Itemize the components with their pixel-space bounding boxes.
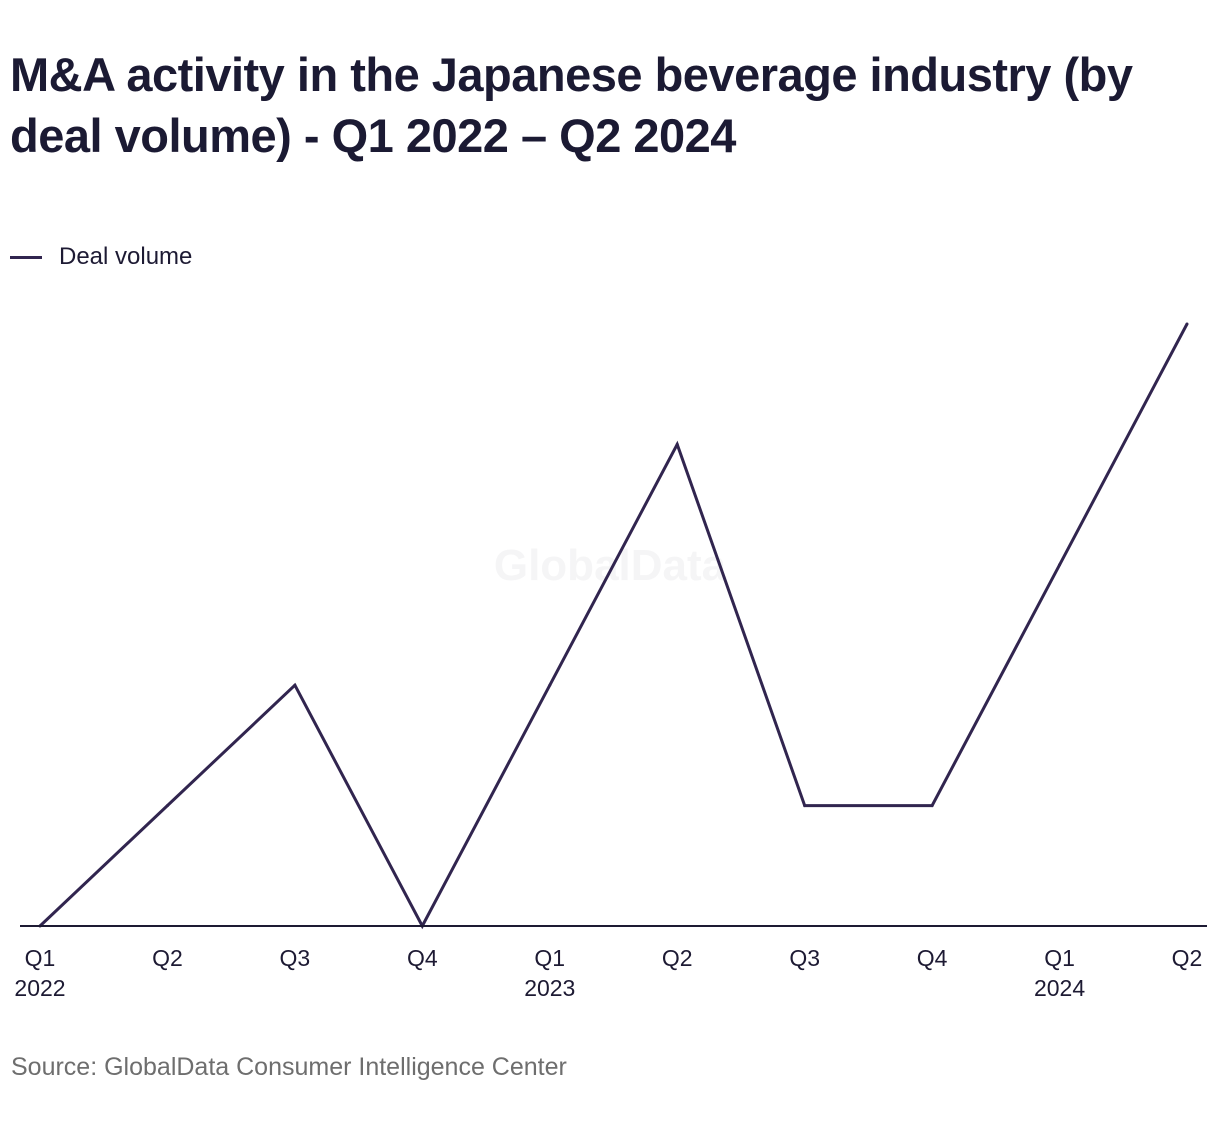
data-point [548,683,552,687]
source-note: Source: GlobalData Consumer Intelligence… [11,1053,567,1081]
chart-title: M&A activity in the Japanese beverage in… [10,48,1133,162]
series-line-0 [38,323,1189,930]
x-tick-year-label: 2022 [14,975,65,1001]
series-layer [38,322,1189,930]
x-tick-label: Q4 [407,945,438,971]
data-point [675,442,679,446]
data-point [1185,322,1189,326]
x-tick-label: Q3 [280,945,311,971]
x-tick-label: Q2 [1172,945,1203,971]
x-tick-label: Q2 [152,945,183,971]
line-chart: GlobalData Q1 2022 Q2 Q3 Q4 Q1 2023 Q2 Q3 Q4 Q1 202… [14,322,1207,1001]
x-tick-label: Q1 [25,945,56,971]
x-tick-label: Q3 [789,945,820,971]
x-tick-label: Q2 [662,945,693,971]
data-point [803,804,807,808]
x-tick-label: Q1 [534,945,565,971]
x-tick-label: Q1 [1044,945,1075,971]
x-tick-year-label: 2023 [524,975,575,1001]
legend-label: Deal volume [59,243,193,270]
data-point [1058,563,1062,567]
x-tick-label: Q4 [917,945,948,971]
x-tick-year-label: 2024 [1034,975,1085,1001]
x-axis-ticks: Q1 2022 Q2 Q3 Q4 Q1 2023 Q2 Q3 Q4 Q1 2024 Q2 [14,945,1202,1001]
legend: Deal volume [10,242,192,272]
watermark: GlobalData [494,541,727,590]
legend-swatch [10,255,42,259]
data-point [930,804,934,808]
data-point [293,683,297,687]
data-point [165,804,169,808]
